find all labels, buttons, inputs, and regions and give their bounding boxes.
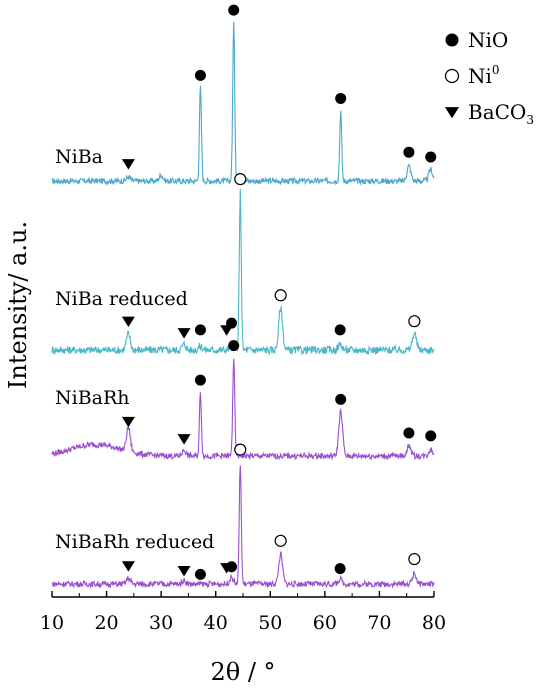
peak-marker-0-0 (121, 159, 135, 170)
series-line-3 (51, 465, 435, 589)
peak-marker-3-5 (234, 443, 247, 456)
peak-marker-0-1 (194, 69, 206, 81)
marker-layer (121, 4, 437, 580)
sample-label-0: NiBa (55, 146, 103, 168)
peak-marker-1-2 (194, 324, 206, 336)
peak-marker-3-2 (194, 568, 206, 580)
peak-marker-1-4 (226, 317, 238, 329)
peak-marker-2-0 (121, 416, 135, 428)
legend-label-1: Ni0 (468, 63, 500, 88)
x-tick-label-0: 10 (40, 612, 64, 634)
x-tick-label-2: 30 (149, 612, 173, 634)
peak-marker-3-8 (408, 552, 421, 566)
peak-marker-2-2 (194, 374, 206, 386)
peak-marker-1-5 (234, 173, 247, 186)
legend-label-0: NiO (468, 28, 508, 52)
peak-marker-3-6 (274, 534, 287, 547)
peak-marker-0-4 (403, 146, 415, 158)
sample-labels: NiBa NiBa reduced NiBaRh NiBaRh reduced (55, 146, 214, 553)
series-line-1 (51, 188, 435, 356)
peak-marker-2-5 (403, 427, 415, 439)
legend: NiO Ni0 BaCO3 (444, 28, 534, 127)
peak-marker-3-4 (226, 561, 238, 573)
x-tick-label-4: 50 (258, 612, 282, 634)
peak-marker-0-2 (228, 4, 240, 16)
peak-marker-2-3 (228, 340, 240, 352)
y-axis-title: Intensity/ a.u. (4, 221, 32, 389)
peak-marker-1-8 (408, 315, 421, 328)
peak-marker-3-7 (334, 563, 346, 575)
sample-label-2: NiBaRh (55, 387, 130, 409)
peak-marker-2-1 (177, 434, 191, 445)
peak-marker-3-0 (121, 561, 135, 572)
legend-marker-2 (445, 107, 459, 119)
x-tick-label-7: 80 (422, 612, 446, 634)
legend-label-2: BaCO3 (468, 100, 534, 127)
sample-label-1: NiBa reduced (55, 288, 188, 310)
x-axis-title: 2θ / ° (210, 658, 275, 686)
x-tick-label-1: 20 (94, 612, 118, 634)
x-tick-label-6: 70 (367, 612, 391, 634)
peak-marker-1-0 (121, 316, 135, 328)
series-line-0 (51, 21, 435, 186)
peak-marker-2-4 (335, 393, 347, 405)
peak-marker-1-1 (177, 328, 191, 339)
x-tick-label-5: 60 (313, 612, 337, 634)
peak-marker-1-7 (334, 324, 346, 336)
peak-marker-3-1 (177, 566, 191, 577)
peak-marker-2-6 (425, 430, 437, 442)
sample-label-3: NiBaRh reduced (55, 531, 214, 553)
x-ticks: 10 20 30 40 50 60 70 80 (40, 591, 446, 634)
legend-marker-0 (445, 33, 459, 47)
peak-marker-0-5 (425, 151, 437, 163)
peak-marker-1-6 (274, 289, 287, 302)
x-tick-label-3: 40 (204, 612, 228, 634)
peak-marker-0-3 (335, 92, 347, 104)
legend-marker-1 (444, 68, 460, 84)
